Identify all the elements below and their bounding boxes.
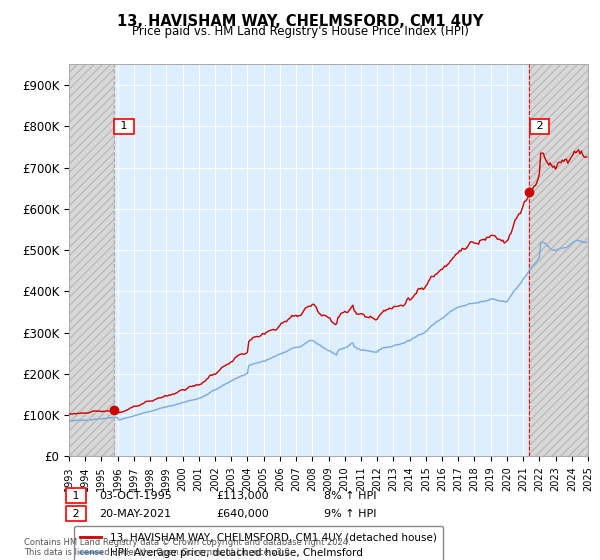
Text: 1: 1 — [69, 491, 83, 501]
Bar — [529, 64, 588, 456]
Text: 8% ↑ HPI: 8% ↑ HPI — [324, 491, 377, 501]
Text: Price paid vs. HM Land Registry's House Price Index (HPI): Price paid vs. HM Land Registry's House … — [131, 25, 469, 38]
Text: 03-OCT-1995: 03-OCT-1995 — [99, 491, 172, 501]
Text: £640,000: £640,000 — [216, 508, 269, 519]
Bar — [69, 64, 113, 456]
Legend: 13, HAVISHAM WAY, CHELMSFORD, CM1 4UY (detached house), HPI: Average price, deta: 13, HAVISHAM WAY, CHELMSFORD, CM1 4UY (d… — [74, 526, 443, 560]
Text: 9% ↑ HPI: 9% ↑ HPI — [324, 508, 377, 519]
Text: 20-MAY-2021: 20-MAY-2021 — [99, 508, 171, 519]
Text: 2: 2 — [533, 122, 547, 131]
Text: 13, HAVISHAM WAY, CHELMSFORD, CM1 4UY: 13, HAVISHAM WAY, CHELMSFORD, CM1 4UY — [117, 14, 483, 29]
Text: 1: 1 — [117, 122, 131, 131]
Text: 2: 2 — [69, 508, 83, 519]
Text: £113,000: £113,000 — [216, 491, 269, 501]
Text: Contains HM Land Registry data © Crown copyright and database right 2024.
This d: Contains HM Land Registry data © Crown c… — [24, 538, 350, 557]
